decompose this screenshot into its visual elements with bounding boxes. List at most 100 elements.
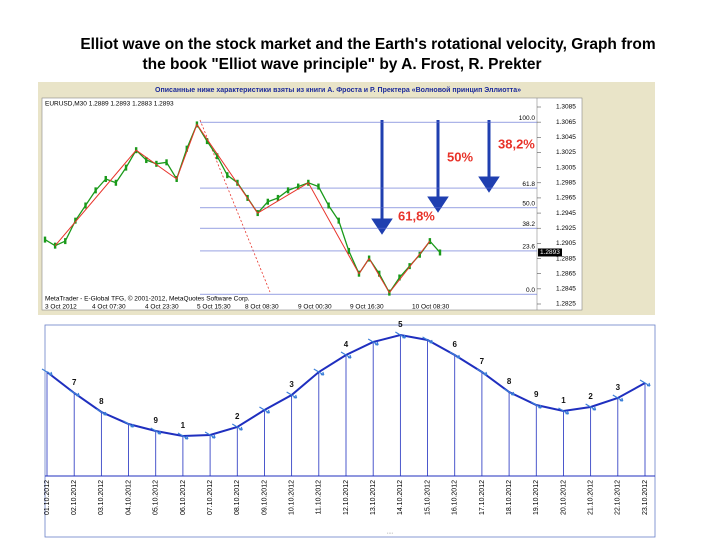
y-tick-label: 1.2825: [556, 301, 576, 308]
point-marker: [530, 401, 542, 409]
x-tick-label: 12.10.2012: [343, 480, 350, 515]
point-marker: [177, 432, 189, 440]
banner-bar: [40, 84, 653, 96]
y-tick-label: 1.3045: [556, 134, 576, 141]
point-marker: [340, 351, 352, 359]
point-marker: [41, 368, 53, 376]
y-tick-label: 1.3025: [556, 149, 576, 156]
x-tick-label: 03.10.2012: [98, 480, 105, 515]
x-tick-label: 09.10.2012: [261, 480, 268, 515]
candle: [297, 183, 300, 190]
x-tick-label: 05.10.2012: [153, 480, 160, 515]
candle: [114, 179, 118, 186]
candle: [438, 249, 442, 256]
candle: [398, 274, 401, 281]
wave-label: 3: [616, 383, 621, 392]
wave-label: 2: [588, 392, 593, 401]
candle: [347, 247, 351, 254]
point-marker: [313, 368, 325, 376]
wave-label: 8: [507, 377, 512, 386]
x-tick-label: 10 Oct 08:30: [412, 304, 450, 311]
candle: [276, 194, 280, 201]
price-tag-label: 1.2893: [540, 249, 560, 256]
candle: [94, 187, 97, 194]
x-tick-label: 3 Oct 2012: [45, 304, 77, 311]
x-tick-label: 13.10.2012: [370, 480, 377, 515]
y-tick-label: 1.2845: [556, 286, 576, 293]
title-line: Elliot wave on the stock market and the …: [80, 36, 655, 53]
chart-header: EURUSD,M30 1.2889 1.2893 1.2883 1.2893: [45, 101, 174, 108]
x-tick-label: 02.10.2012: [71, 480, 78, 515]
velocity-panel: [44, 324, 656, 538]
point-marker: [96, 408, 107, 416]
point-marker: [476, 368, 488, 376]
point-marker: [123, 420, 135, 428]
candle: [84, 202, 87, 209]
y-tick-label: 1.2865: [556, 270, 576, 277]
arrow-head: [371, 218, 393, 235]
trend-line: [199, 119, 271, 293]
banner: Описанные ниже характеристики взяты из к…: [155, 86, 521, 94]
candle: [327, 202, 330, 209]
fib-label: 23.6: [522, 244, 535, 251]
wave-label: 9: [534, 390, 539, 399]
x-tick-label: 8 Oct 08:30: [245, 304, 279, 311]
fib-label: 50.0: [522, 200, 535, 207]
wave-label: 7: [480, 357, 485, 366]
y-tick-label: 1.2885: [556, 255, 576, 262]
annotation: 38,2%: [498, 136, 535, 151]
point-marker: [639, 379, 651, 387]
x-tick-label: 21.10.2012: [587, 480, 594, 515]
wave-label: 9: [154, 416, 159, 425]
y-tick-label: 1.2925: [556, 225, 576, 232]
title-line: the book "Elliot wave principle" by A. F…: [142, 56, 541, 73]
fib-label: 38.2: [522, 221, 535, 228]
point-marker: [503, 388, 515, 396]
x-tick-label: 15.10.2012: [424, 480, 431, 515]
point-marker: [150, 427, 162, 435]
point-marker: [395, 331, 406, 339]
wave-label: 6: [453, 340, 458, 349]
x-tick-label: 04.10.2012: [125, 480, 132, 515]
wave-label: 1: [181, 421, 186, 430]
wave-label: 7: [72, 378, 77, 387]
price-panel: [41, 97, 583, 311]
x-tick-label: 06.10.2012: [180, 480, 187, 515]
candle: [185, 145, 188, 152]
y-tick-label: 1.3005: [556, 164, 576, 171]
candle: [378, 270, 381, 277]
arrow-head: [478, 176, 500, 193]
candle: [104, 175, 107, 182]
y-tick-label: 1.3065: [556, 119, 576, 126]
point-marker: [612, 394, 624, 402]
wave-label: 1: [561, 396, 566, 405]
point-marker: [367, 338, 379, 346]
candle: [266, 198, 270, 205]
x-tick-label: 9 Oct 16:30: [350, 304, 384, 311]
x-tick-label: 22.10.2012: [615, 480, 622, 515]
x-tick-label: 17.10.2012: [479, 480, 486, 515]
wave-label: 3: [289, 380, 294, 389]
zigzag: [54, 123, 431, 294]
x-tick-label: 4 Oct 23:30: [145, 304, 179, 311]
candle: [74, 217, 77, 224]
wave-label: 4: [344, 340, 349, 349]
candle: [226, 172, 229, 179]
wave-label: 2: [235, 412, 240, 421]
x-tick-label: 4 Oct 07:30: [92, 304, 126, 311]
arrow-head: [427, 196, 449, 213]
y-tick-label: 1.2965: [556, 195, 576, 202]
candle: [286, 187, 290, 194]
point-marker: [259, 406, 271, 414]
y-tick-label: 1.2905: [556, 240, 576, 247]
candle: [205, 138, 209, 145]
x-tick-label: 20.10.2012: [560, 480, 567, 515]
x-tick-label: 23.10.2012: [642, 480, 649, 515]
candle: [215, 153, 219, 160]
candle: [124, 164, 128, 171]
candle: [64, 238, 67, 245]
x-tick-label: 10.10.2012: [288, 480, 295, 515]
point-marker: [68, 389, 80, 397]
point-marker: [286, 391, 298, 399]
